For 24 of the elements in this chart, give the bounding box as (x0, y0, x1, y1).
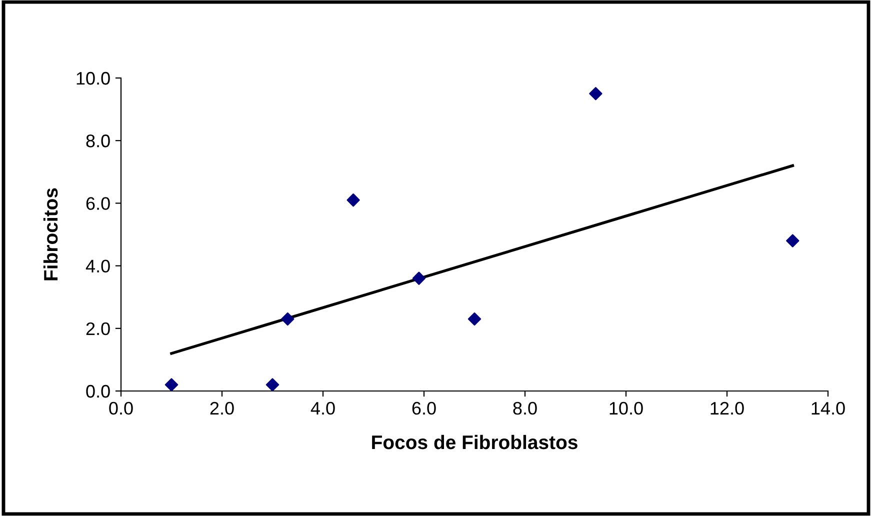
y-tick-label: 2.0 (86, 322, 110, 336)
point (266, 378, 280, 391)
x-tick-label: 12.0 (710, 402, 744, 415)
point (589, 87, 602, 100)
x-tick-label: 4.0 (310, 402, 335, 415)
point (468, 312, 482, 326)
x-tick-label: 14.0 (812, 402, 845, 415)
y-tick-label: 10.0 (76, 72, 110, 85)
x-tick-label: 0.0 (109, 402, 133, 415)
y-axis-title: Fibrocitos (43, 188, 58, 280)
x-tick-label: 2.0 (210, 402, 234, 415)
x-tick-label: 8.0 (513, 402, 537, 415)
point (412, 272, 426, 285)
x-tick-label: 10.0 (610, 402, 643, 415)
y-tick-label: 8.0 (86, 134, 110, 148)
point (281, 312, 294, 326)
y-tick-label: 4.0 (86, 260, 110, 273)
point (164, 378, 178, 391)
point (786, 234, 800, 248)
y-tick-label: 6.0 (86, 197, 110, 210)
x-axis-title: Focos de Fibroblastos (372, 434, 578, 450)
y-tick-label: 0.0 (86, 384, 110, 398)
point (346, 193, 360, 207)
x-tick-label: 6.0 (412, 402, 436, 415)
